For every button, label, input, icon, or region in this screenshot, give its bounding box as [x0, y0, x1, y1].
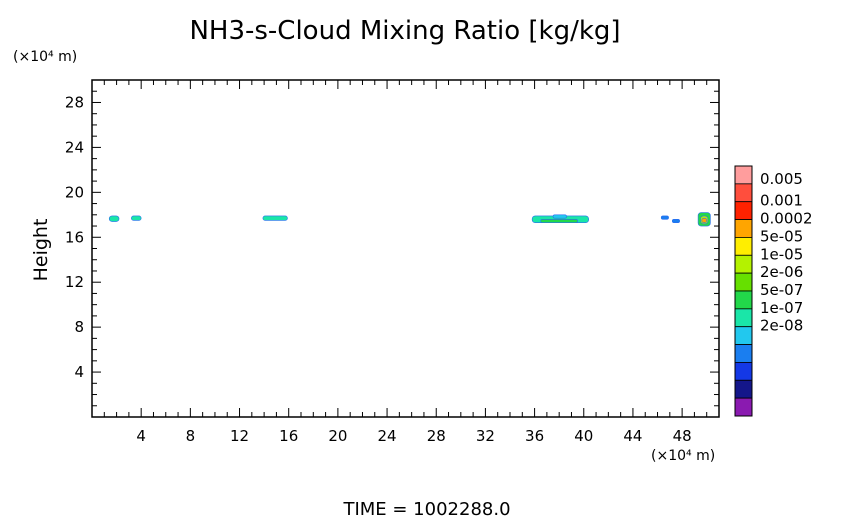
chart-title: NH3-s-Cloud Mixing Ratio [kg/kg] [189, 16, 620, 46]
contour-blob [660, 215, 669, 220]
contour-blobs [108, 212, 711, 227]
contour-blob [540, 218, 578, 223]
contour-blob [552, 214, 567, 219]
x-tick-labels: 4 8 12 16 20 24 28 32 36 40 44 48 [136, 427, 691, 445]
colorbar-label: 0.0002 [760, 210, 813, 228]
y-tick-label: 8 [74, 318, 84, 336]
x-unit-label: (×10⁴ m) [651, 448, 715, 464]
contour-blob [262, 215, 288, 221]
contour-blob [131, 215, 142, 221]
colorbar-label: 1e-07 [760, 299, 803, 317]
colorbar-swatch [734, 397, 753, 417]
colorbar-swatch [734, 290, 753, 310]
x-tick-label: 4 [136, 427, 146, 445]
colorbar-swatch [734, 272, 753, 292]
x-tick-label: 28 [427, 427, 446, 445]
x-tick-label: 36 [525, 427, 544, 445]
x-tick-label: 40 [574, 427, 593, 445]
y-tick-label: 24 [65, 138, 84, 156]
plot-frame [91, 79, 720, 418]
contour-blob [701, 217, 708, 223]
colorbar-swatch [734, 237, 753, 256]
x-tick-label: 44 [623, 427, 642, 445]
y-tick-label: 20 [65, 183, 84, 201]
colorbar-label: 2e-08 [760, 317, 803, 335]
colorbar-label: 2e-06 [760, 263, 803, 281]
y-unit-label: (×10⁴ m) [13, 49, 77, 65]
x-tick-label: 24 [378, 427, 397, 445]
y-tick-label: 28 [65, 93, 84, 111]
x-tick-label: 12 [230, 427, 249, 445]
colorbar-swatch [734, 165, 753, 185]
colorbar: 0.005 0.0010.00025e-051e-052e-065e-071e-0… [734, 165, 813, 417]
colorbar-swatch [734, 379, 753, 399]
x-tick-label: 48 [673, 427, 692, 445]
x-tick-label: 8 [186, 427, 196, 445]
colorbar-swatch [734, 183, 753, 203]
contour-blob [108, 215, 120, 222]
y-axis-label: Height [30, 219, 52, 282]
colorbar-swatch [734, 344, 753, 363]
y-tick-label: 12 [65, 273, 84, 291]
contour-blob [671, 218, 680, 223]
x-tick-label: 20 [328, 427, 347, 445]
colorbar-swatch [734, 326, 753, 345]
x-tick-label: 32 [476, 427, 495, 445]
axis-ticks [92, 80, 719, 417]
y-tick-label: 4 [74, 363, 84, 381]
colorbar-label: 0.001 [760, 192, 803, 210]
colorbar-label: 0.005 [760, 170, 803, 188]
colorbar-swatch [734, 308, 753, 328]
colorbar-label: 1e-05 [760, 245, 803, 263]
colorbar-swatch [734, 219, 753, 238]
colorbar-swatch [734, 254, 753, 274]
colorbar-swatch [734, 201, 753, 220]
colorbar-frame [734, 165, 753, 417]
x-tick-label: 16 [279, 427, 298, 445]
colorbar-label: 5e-07 [760, 281, 803, 299]
time-footer: TIME = 1002288.0 [342, 499, 510, 519]
y-tick-label: 16 [65, 228, 84, 246]
colorbar-label: 5e-05 [760, 227, 803, 245]
y-tick-labels: 4 8 12 16 20 24 28 [65, 93, 84, 381]
colorbar-swatch [734, 362, 753, 381]
